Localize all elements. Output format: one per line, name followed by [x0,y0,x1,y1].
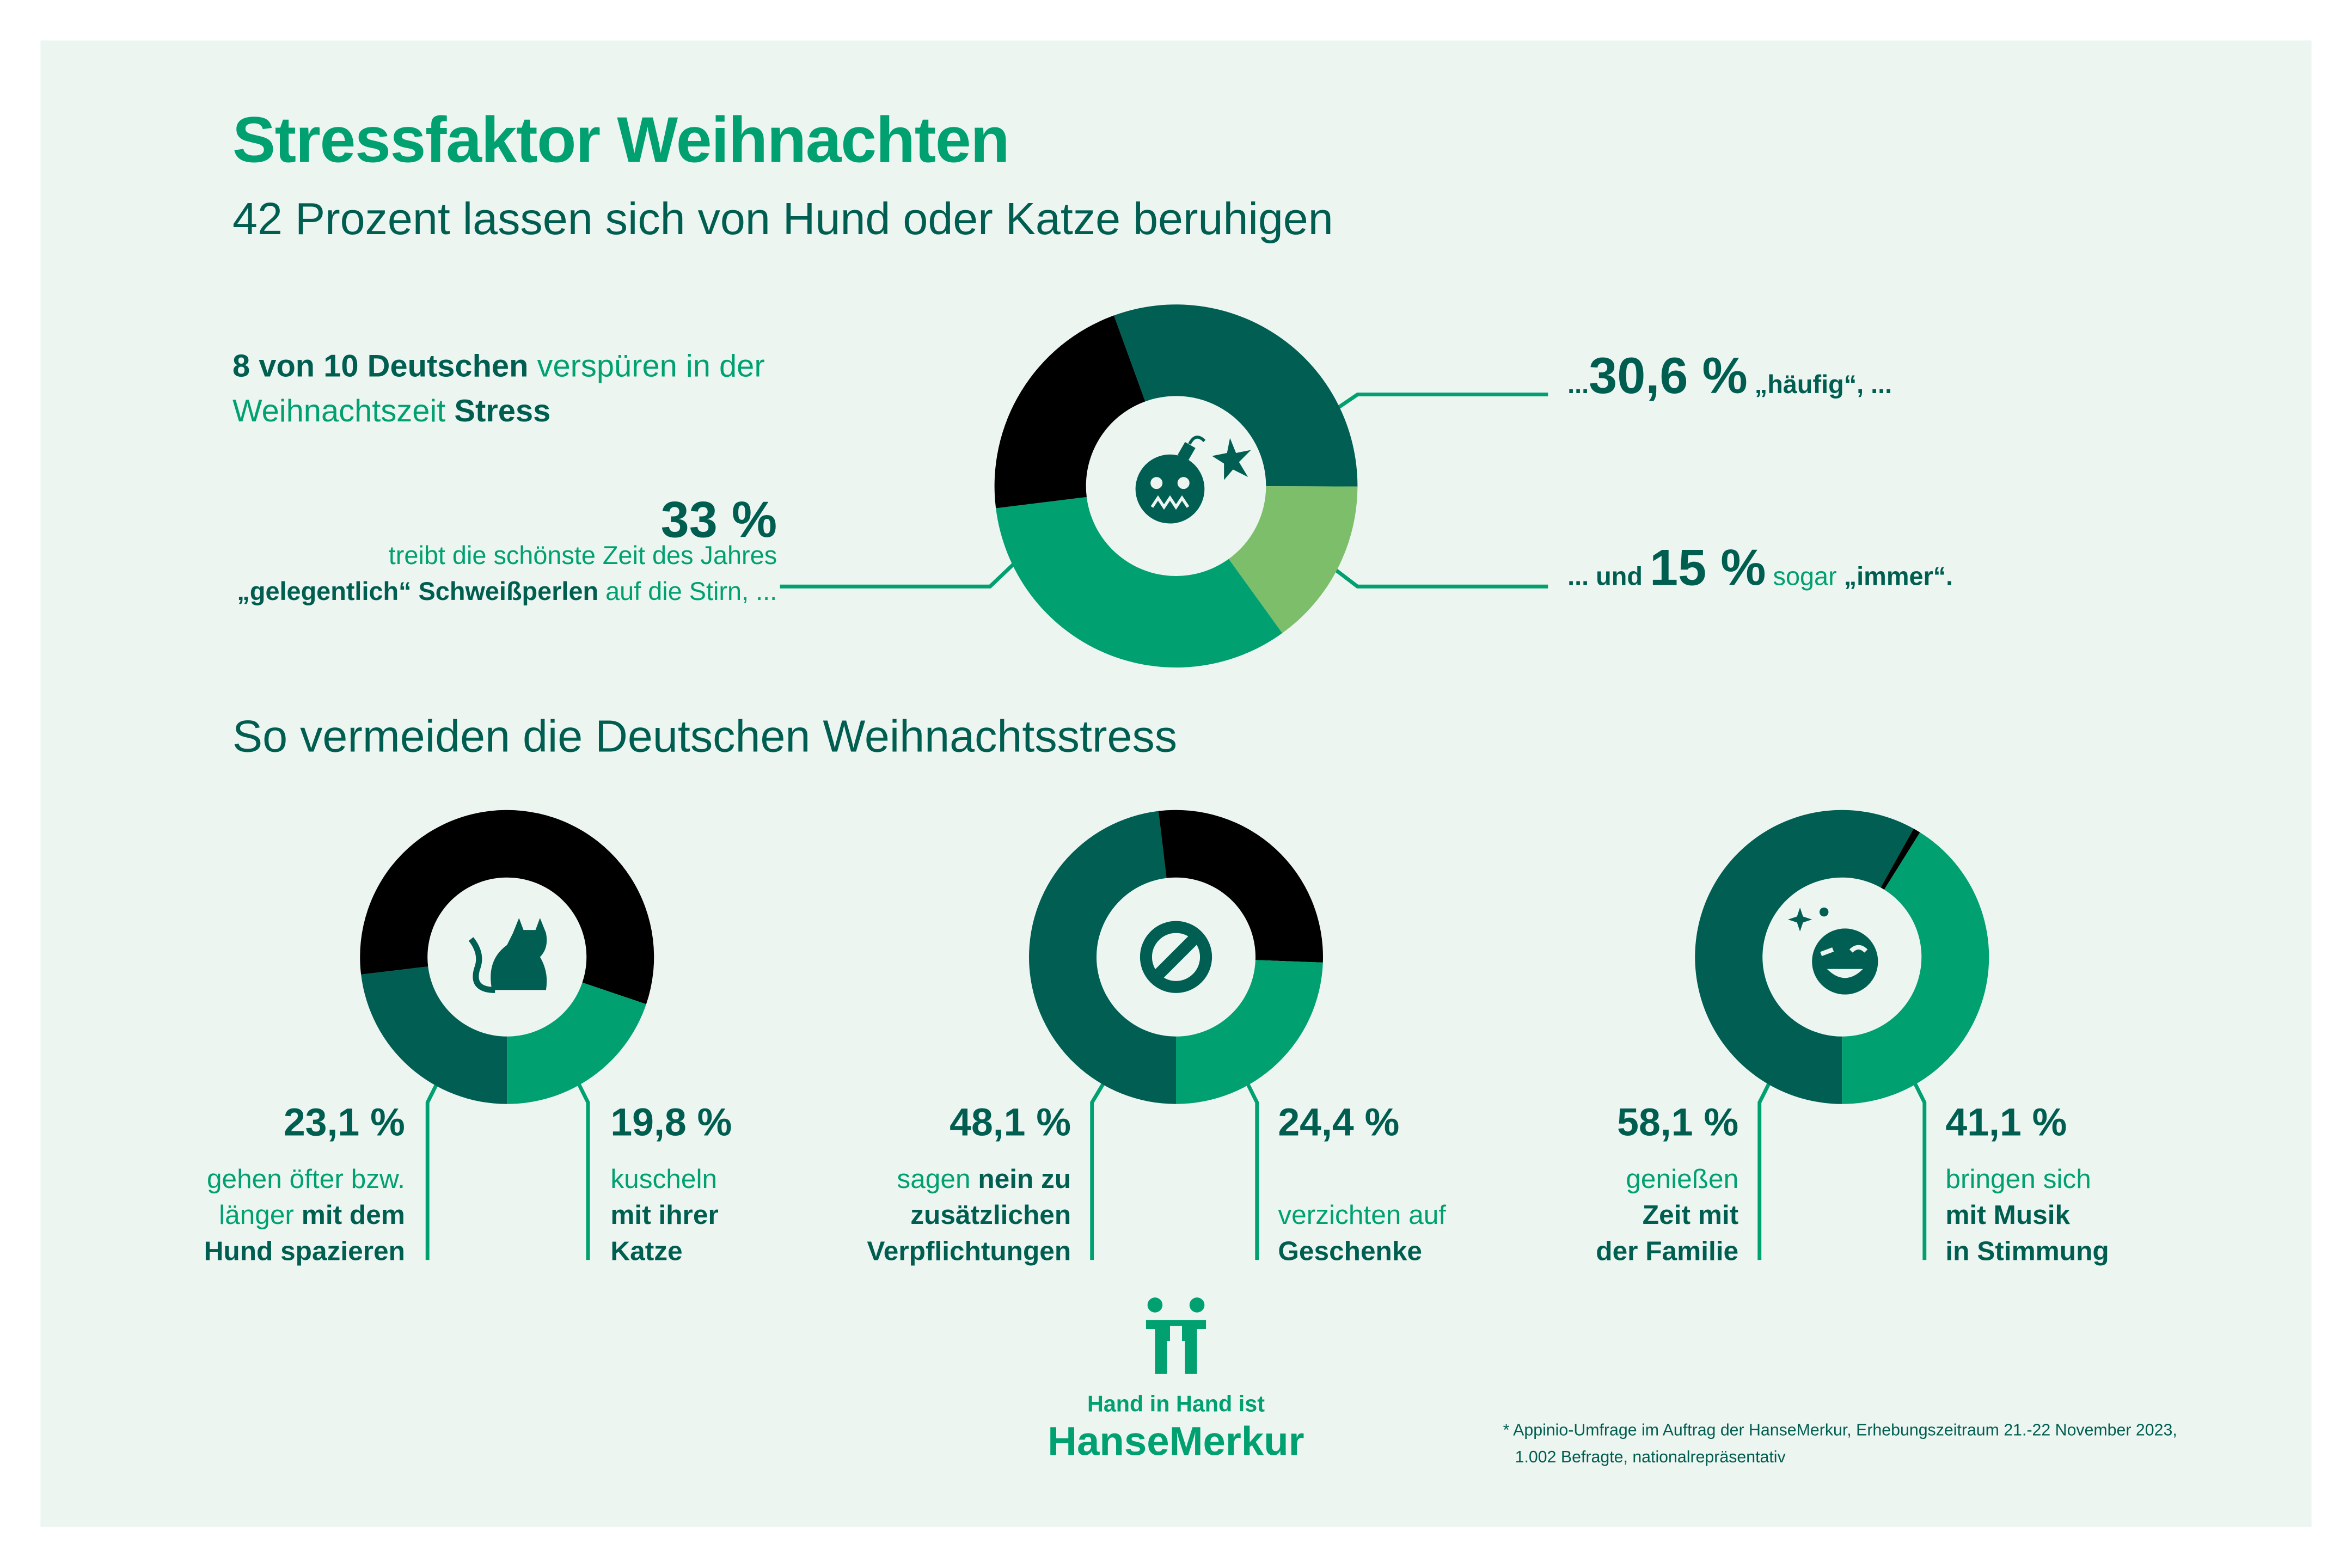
wink-face-icon [1788,907,1878,995]
stat-label-bold: mit ihrer [610,1200,719,1230]
label-haeufig: ...30,6 % „häufig“, ... [1567,348,1892,406]
stat-item: 23,1 % gehen öfter bzw. länger mit dem Hund… [105,1099,405,1269]
ellipsis: ... [1567,370,1589,399]
stat-label: genießen [1626,1163,1739,1195]
value-33: 33 % [660,492,777,549]
donut-segment-katze [507,982,646,1104]
label-sogar: sogar [1766,562,1844,591]
background-panel [40,40,2312,1527]
ellipsis: ... [1567,562,1589,591]
connector-line [780,556,1021,589]
label-bold: „gelegentlich“ Schweißperlen [237,577,599,607]
stat-label-bold: Geschenke [1278,1236,1423,1266]
donut-segment-nein-zu-verpflichtungen [1028,811,1176,1104]
stat-item: 48,1 % sagen nein zu zusätzlichen Verpflich… [771,1099,1071,1269]
intro-text: verspüren in der Weihnachtszeit [232,349,765,429]
bomb-icon [1135,436,1251,524]
stat-label-bold: der Familie [1596,1236,1739,1266]
stat-label-bold: Hund spazieren [204,1236,405,1266]
stat-item: 58,1 % genießen Zeit mit der Familie [1438,1099,1738,1269]
logo-tagline: Hand in Hand ist [1087,1392,1265,1418]
hansemerkur-logo-icon [1146,1297,1206,1374]
stat-label: sagen [897,1163,978,1195]
stat-item: 41,1 % bringen sich mit Musik in Stimmung [1945,1099,2245,1269]
donut-segment-rest [1881,828,1920,890]
donut-segment-rest [360,810,654,1004]
section-heading: So vermeiden die Deutschen Weihnachtsstr… [232,712,1178,762]
stat-label: kuscheln [610,1163,718,1195]
stat-label-bold: Zeit mit [1642,1200,1739,1230]
stat-item: 19,8 % kuscheln mit ihrer Katze [610,1099,910,1269]
donut-segment-musik [1842,832,1989,1104]
stat-label: verzichten auf [1278,1200,1447,1230]
label-haeufig-text: „häufig“, ... [1747,370,1892,399]
stat-label-bold: mit dem [301,1200,405,1230]
label-immer-text: „immer“. [1843,562,1953,591]
stat-label-bold: mit Musik [1945,1200,2071,1230]
donut-segment-ohne-angabe [994,315,1146,509]
stat-item: 24,4 % verzichten auf Geschenke [1278,1099,1578,1269]
donut-segment-verzichten-auf-geschenke [1175,960,1323,1104]
stat-label-bold: zusätzlichen [910,1200,1071,1230]
stat-value: 19,8 % [610,1099,732,1145]
donut-segment-häufig [1113,304,1358,487]
label-line: auf die Stirn, ... [598,577,777,607]
donut-segment-rest [1158,810,1323,963]
value-30-6: 30,6 % [1589,348,1748,405]
label-gelegentlich: 33 % treibt die schönste Zeit des Jahres… [147,492,777,610]
stat-label: bringen sich [1945,1163,2091,1195]
stat-label: länger [219,1200,302,1230]
cat-icon [468,918,547,993]
intro-stress: Stress [454,394,551,429]
stat-label-bold: nein zu [978,1163,1071,1195]
footnote: * Appinio-Umfrage im Auftrag der HanseMe… [1503,1418,2177,1472]
donut-segment-immer [1228,486,1358,633]
page-subtitle: 42 Prozent lassen sich von Hund oder Kat… [232,195,1333,245]
footnote-line: * Appinio-Umfrage im Auftrag der HanseMe… [1503,1422,2177,1440]
stat-label-bold: Verpflichtungen [867,1236,1071,1266]
stat-value: 48,1 % [950,1099,1071,1145]
footnote-line: 1.002 Befragte, nationalrepräsentativ [1515,1449,1786,1467]
label-line: treibt die schönste Zeit des Jahres [388,541,777,570]
stat-value: 23,1 % [283,1099,405,1145]
stat-value: 58,1 % [1617,1099,1739,1145]
page-title: Stressfaktor Weihnachten [232,105,1010,177]
logo-brand: HanseMerkur [1048,1419,1304,1464]
donut-segment-zeit-mit-der-familie [1695,810,1914,1104]
value-15: 15 % [1650,540,1766,597]
stress-intro: 8 von 10 Deutschen verspüren in der Weih… [232,345,832,435]
stat-value: 24,4 % [1278,1099,1400,1145]
stat-value: 41,1 % [1945,1099,2067,1145]
stat-label-bold: Katze [610,1236,683,1266]
stat-label-bold: in Stimmung [1945,1236,2109,1266]
label-immer: ... und 15 % sogar „immer“. [1567,540,1953,598]
prohibited-icon [1140,921,1212,993]
donut-segment-hund-spazieren [361,966,507,1104]
intro-bold: 8 von 10 Deutschen [232,349,529,384]
label-und: und [1589,562,1650,591]
stat-label: gehen öfter bzw. [206,1163,405,1195]
donut-segment-gelegentlich [996,497,1283,668]
